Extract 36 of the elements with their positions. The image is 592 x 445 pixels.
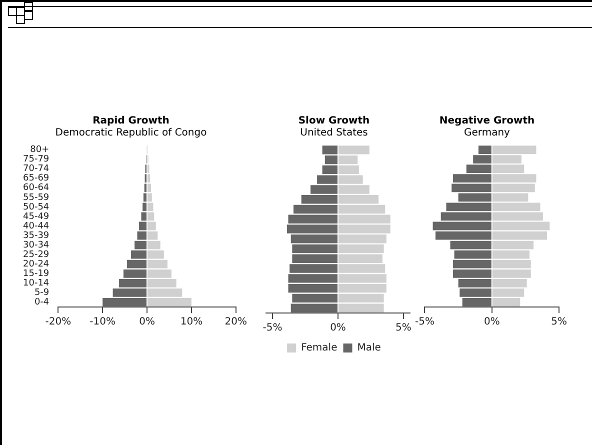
y-tick-label: 65-69 [22,174,50,184]
x-tick-label: -5% [262,322,282,334]
x-tick-label: 0% [139,316,155,328]
x-tick-label: 10% [180,316,203,328]
y-tick-label: 45-49 [22,212,50,222]
y-tick-label: 20-24 [22,259,50,270]
y-tick-label: 25-29 [22,250,50,260]
y-tick-label: 55-59 [22,192,50,203]
x-tick-label: -5% [414,316,434,328]
x-tick-label: 20% [224,316,248,328]
chart-subtitle: United States [300,128,368,139]
y-tick-label: 50-54 [22,202,50,212]
y-tick-label: 35-39 [22,230,50,241]
y-tick-label: 15-19 [22,268,50,279]
chart-title: Slow Growth [298,116,370,127]
y-tick-label: 70-74 [22,164,50,174]
x-tick-label: 5% [396,322,412,334]
chart-title: Rapid Growth [92,116,170,127]
x-tick-label: -20% [45,316,72,328]
x-tick-label: 0% [330,322,346,334]
y-tick-label: 5-9 [34,288,50,298]
x-tick-label: -10% [90,316,116,328]
y-tick-label: 75-79 [22,154,50,165]
chart-subtitle: Germany [464,128,510,139]
chart-title: Negative Growth [439,116,535,127]
y-tick-label: 80+ [30,145,50,156]
x-tick-label: 5% [551,316,568,328]
y-tick-label: 30-34 [22,240,50,250]
y-tick-label: 10-14 [22,278,50,289]
y-tick-label: 0-4 [34,298,50,308]
y-tick-label: 60-64 [22,183,50,194]
chart-subtitle: Democratic Republic of Congo [55,128,207,139]
legend-label: Male [357,342,381,354]
legend-label: Female [301,342,338,354]
x-tick-label: 0% [484,316,500,328]
y-tick-label: 40-44 [22,221,50,232]
